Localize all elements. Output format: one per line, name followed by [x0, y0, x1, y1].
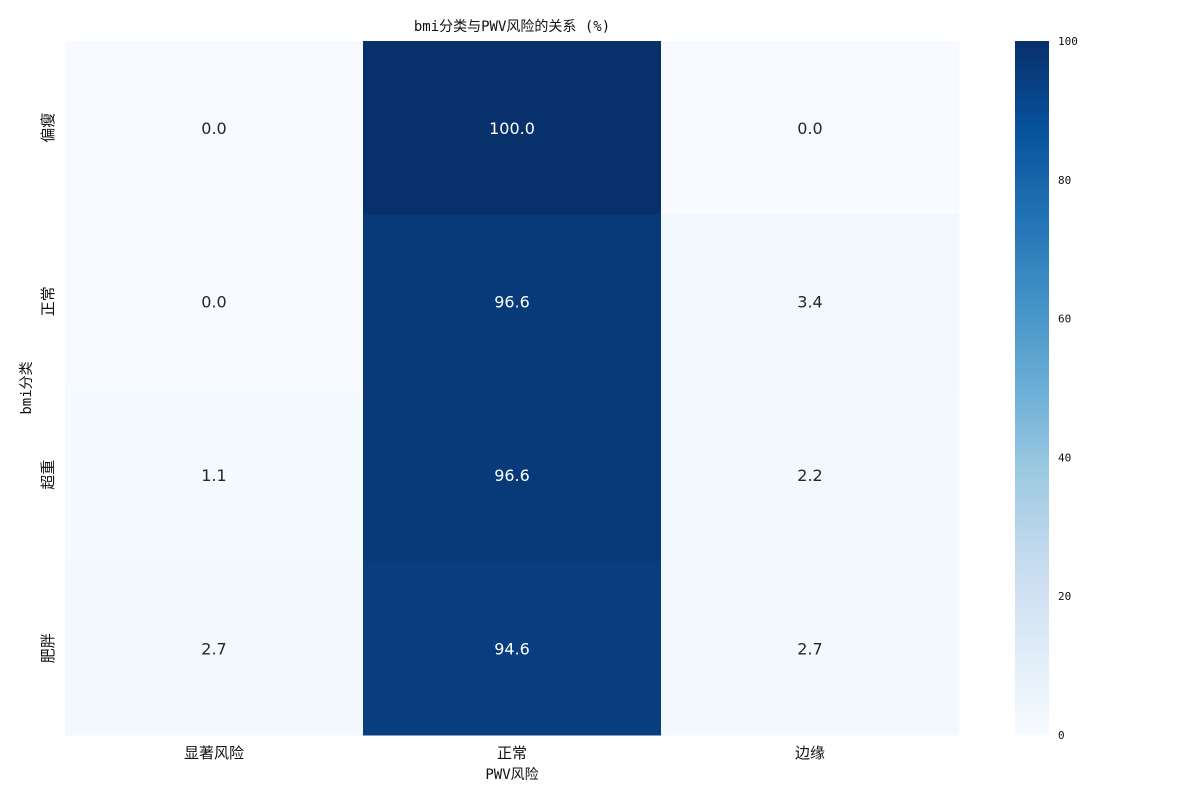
cell-value-label: 2.2: [797, 466, 822, 485]
colorbar-ticks: 0 20 40 60 80 100: [1058, 35, 1078, 742]
cell-value-label: 100.0: [489, 119, 535, 138]
y-tick-label: 正常: [39, 286, 57, 316]
cell-value-label: 0.0: [797, 119, 822, 138]
colorbar: [1015, 41, 1049, 735]
y-tick-label: 超重: [39, 460, 57, 490]
x-tick-label: 显著风险: [184, 744, 244, 762]
x-tick-label: 边缘: [795, 744, 825, 762]
heatmap-cells: [65, 41, 960, 736]
colorbar-tick-label: 40: [1058, 451, 1071, 464]
chart-title: bmi分类与PWV风险的关系 (%): [414, 19, 610, 35]
colorbar-tick-label: 20: [1058, 590, 1071, 603]
cell-value-label: 2.7: [797, 639, 822, 658]
heatmap-cell: [661, 561, 960, 736]
heatmap-cell: [65, 41, 364, 215]
heatmap-cell: [363, 561, 662, 736]
x-tick-labels: 显著风险 正常 边缘: [184, 744, 825, 762]
cell-value-label: 96.6: [494, 292, 530, 311]
cell-value-label: 3.4: [797, 292, 822, 311]
heatmap-cell: [65, 561, 364, 736]
y-axis-label: bmi分类: [19, 361, 35, 414]
cell-value-label: 94.6: [494, 639, 530, 658]
colorbar-tick-label: 100: [1058, 35, 1078, 48]
cell-value-label: 2.7: [201, 639, 226, 658]
colorbar-tick-label: 60: [1058, 313, 1071, 326]
heatmap-cell: [661, 214, 960, 389]
heatmap-cell: [65, 214, 364, 389]
cell-value-label: 0.0: [201, 292, 226, 311]
heatmap-cell: [363, 388, 662, 562]
heatmap-cell: [661, 388, 960, 562]
x-axis-label: PWV风险: [485, 767, 538, 783]
heatmap-cell: [661, 41, 960, 215]
y-tick-label: 肥胖: [39, 633, 57, 663]
cell-value-label: 96.6: [494, 466, 530, 485]
heatmap-cell: [65, 388, 364, 562]
cell-value-label: 1.1: [201, 466, 226, 485]
y-tick-label: 偏瘦: [39, 113, 57, 143]
heatmap-value-labels: 0.0 100.0 0.0 0.0 96.6 3.4 1.1 96.6 2.2 2.7 94.6 2.…: [201, 119, 822, 659]
heatmap-cell: [363, 41, 662, 215]
heatmap-cell: [363, 214, 662, 389]
colorbar-tick-label: 0: [1058, 729, 1065, 742]
colorbar-tick-label: 80: [1058, 174, 1071, 187]
x-tick-label: 正常: [497, 744, 527, 762]
cell-value-label: 0.0: [201, 119, 226, 138]
